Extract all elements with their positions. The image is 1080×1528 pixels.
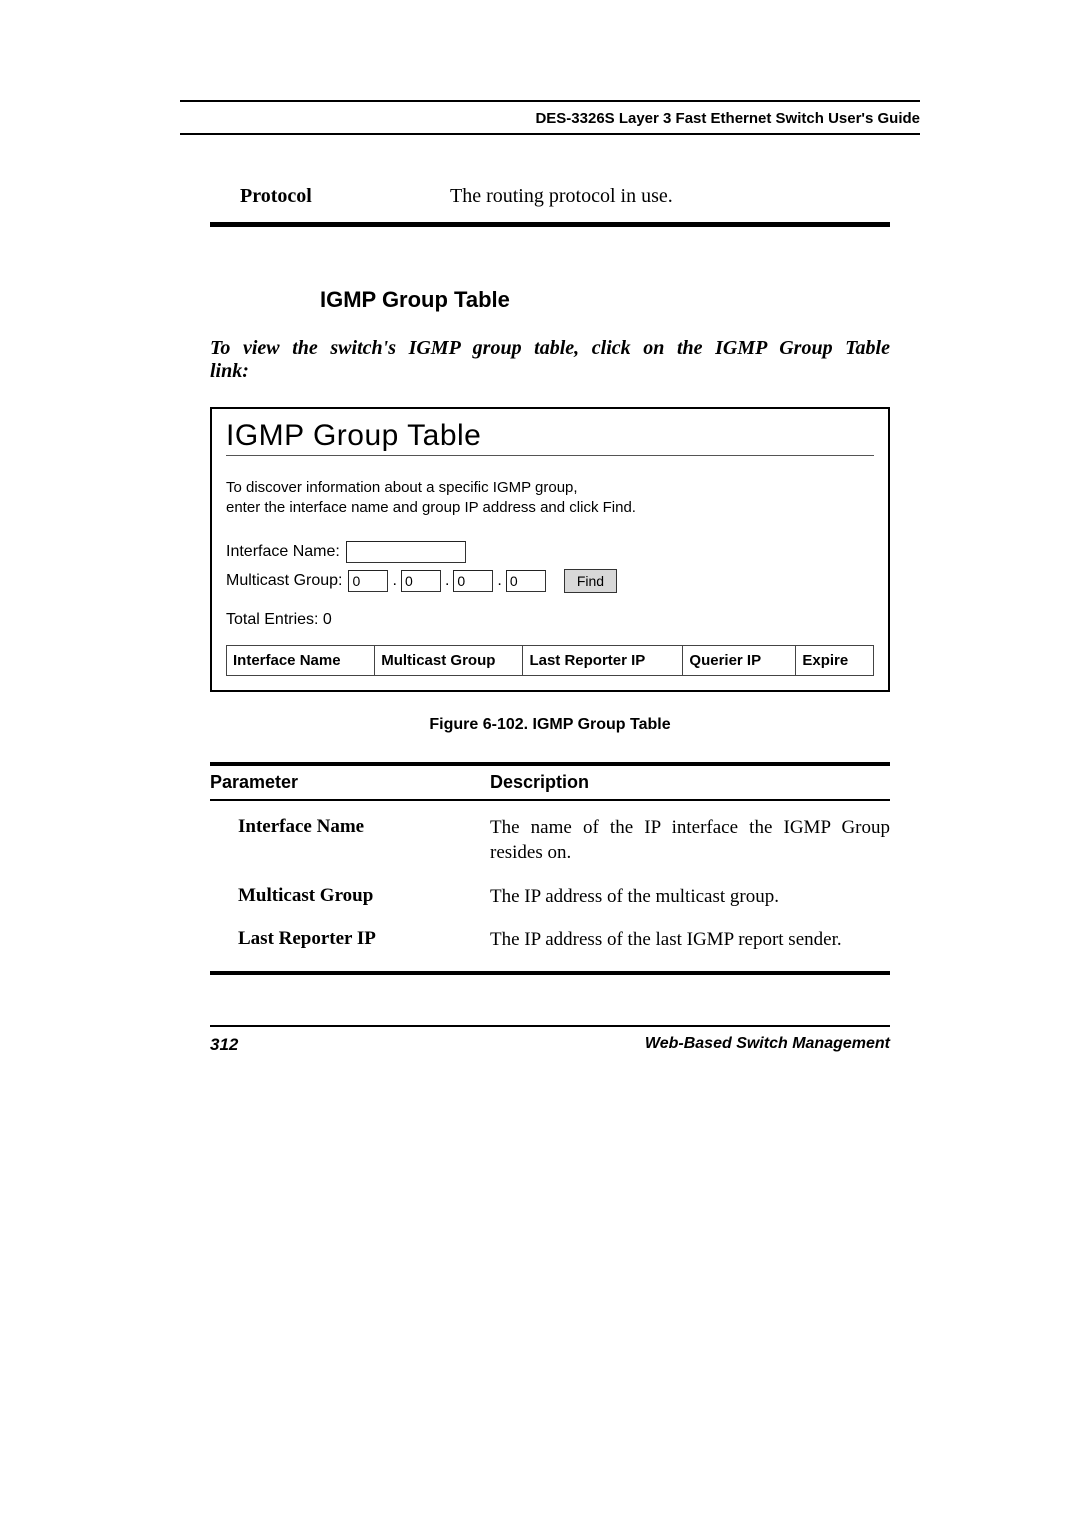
col-last-reporter-ip: Last Reporter IP (523, 646, 683, 675)
ptable-desc: The IP address of the multicast group. (440, 884, 890, 910)
interface-name-row: Interface Name: (226, 541, 874, 563)
screenshot-title: IGMP Group Table (226, 419, 874, 453)
total-entries: Total Entries: 0 (226, 611, 874, 629)
interface-name-label: Interface Name: (226, 543, 340, 561)
section-intro: To view the switch's IGMP group table, c… (210, 337, 890, 383)
ptable-param: Multicast Group (210, 884, 440, 910)
col-multicast-group: Multicast Group (375, 646, 523, 675)
help-line-1: To discover information about a specific… (226, 479, 578, 496)
ptable-desc: The name of the IP interface the IGMP Gr… (440, 815, 890, 866)
ptable-desc: The IP address of the last IGMP report s… (440, 927, 890, 953)
protocol-row: Protocol The routing protocol in use. (240, 185, 890, 208)
ip-octet-4[interactable] (506, 570, 546, 592)
top-rule (180, 100, 920, 102)
ptable-bottom-rule (210, 971, 890, 975)
ptable-row: Multicast Group The IP address of the mu… (210, 870, 890, 914)
thick-rule (210, 222, 890, 227)
header-guide-title: DES-3326S Layer 3 Fast Ethernet Switch U… (180, 110, 920, 135)
ptable-param: Last Reporter IP (210, 927, 440, 953)
find-button[interactable]: Find (564, 569, 617, 593)
footer-section: Web-Based Switch Management (645, 1035, 890, 1055)
dot-sep: . (497, 572, 501, 590)
screenshot-rule (226, 455, 874, 456)
parameter-table: Parameter Description Interface Name The… (210, 762, 890, 976)
ptable-head-parameter: Parameter (210, 772, 440, 793)
ptable-head-description: Description (490, 772, 589, 793)
dot-sep: . (392, 572, 396, 590)
interface-name-input[interactable] (346, 541, 466, 563)
page-number: 312 (210, 1035, 238, 1055)
multicast-group-label: Multicast Group: (226, 572, 342, 590)
section-heading: IGMP Group Table (320, 287, 920, 313)
col-querier-ip: Querier IP (683, 646, 796, 675)
ip-octet-1[interactable] (348, 570, 388, 592)
help-line-2: enter the interface name and group IP ad… (226, 499, 636, 516)
protocol-label: Protocol (240, 185, 450, 208)
col-expire: Expire (796, 646, 873, 675)
protocol-desc: The routing protocol in use. (450, 185, 673, 208)
result-header-row: Interface Name Multicast Group Last Repo… (226, 645, 874, 676)
screenshot-help: To discover information about a specific… (226, 478, 874, 519)
ip-octet-2[interactable] (401, 570, 441, 592)
footer: 312 Web-Based Switch Management (210, 1025, 890, 1055)
ip-octet-3[interactable] (453, 570, 493, 592)
ptable-header: Parameter Description (210, 766, 890, 801)
dot-sep: . (445, 572, 449, 590)
ptable-param: Interface Name (210, 815, 440, 866)
ptable-row: Last Reporter IP The IP address of the l… (210, 913, 890, 957)
ptable-row: Interface Name The name of the IP interf… (210, 801, 890, 870)
figure-caption: Figure 6-102. IGMP Group Table (180, 716, 920, 734)
multicast-group-row: Multicast Group: . . . Find (226, 569, 874, 593)
screenshot-panel: IGMP Group Table To discover information… (210, 407, 890, 692)
col-interface-name: Interface Name (227, 646, 375, 675)
